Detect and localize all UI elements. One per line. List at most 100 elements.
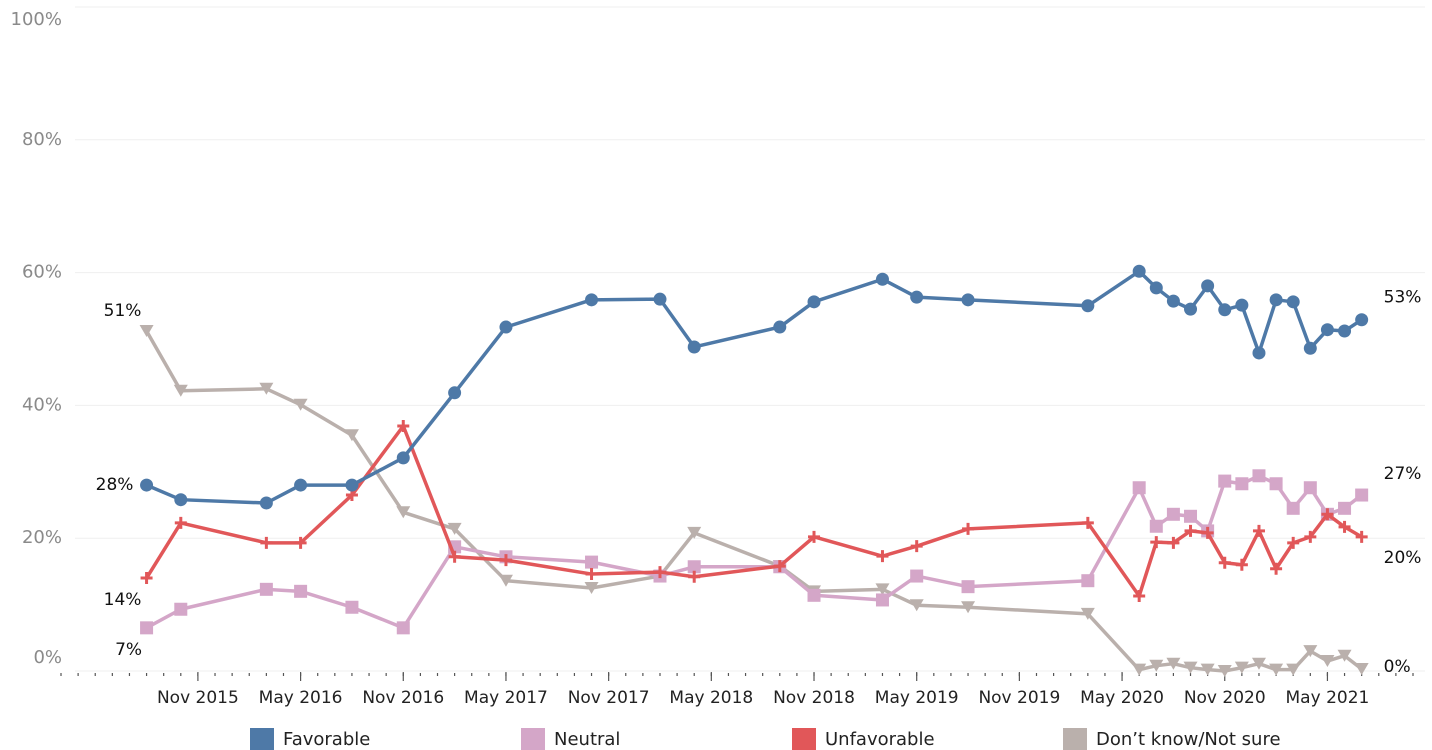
y-tick-label: 20% [22,527,62,548]
marker [397,419,410,432]
marker [174,516,187,529]
marker [1337,649,1352,662]
marker [396,621,410,635]
marker [1286,501,1300,515]
marker [1184,509,1198,523]
marker [498,574,513,587]
marker [1286,295,1300,309]
legend-swatch [1063,728,1087,750]
marker [294,584,308,598]
data-label: 51% [104,301,142,321]
marker [1355,313,1369,327]
marker [260,536,273,549]
x-tick-label: Nov 2015 [157,688,239,708]
marker [653,566,666,579]
marker [1166,294,1180,308]
series [139,325,1369,677]
marker [1269,293,1283,307]
marker [1287,536,1300,549]
marker [1149,519,1163,533]
marker [139,325,154,338]
marker [1286,663,1301,676]
marker [396,451,410,465]
marker [140,572,153,585]
marker [687,340,701,354]
marker [396,506,411,519]
marker [773,320,787,334]
marker [1251,657,1266,670]
marker [499,554,512,567]
marker [961,293,975,307]
marker [875,272,889,286]
marker [688,570,701,583]
legend-label: Neutral [554,729,620,750]
marker [1320,323,1334,337]
marker [585,555,599,569]
marker [1354,663,1369,676]
marker [1167,536,1180,549]
marker [259,496,273,510]
marker [808,530,821,543]
marker [173,384,188,397]
marker [1252,469,1266,483]
marker [1218,303,1232,317]
marker [687,526,702,539]
y-tick-label: 40% [22,394,62,415]
marker [910,290,924,304]
data-label: 28% [96,475,134,495]
data-label: 14% [104,590,142,610]
marker [140,478,154,492]
marker [875,583,890,596]
x-tick-label: May 2017 [464,688,548,708]
marker [1303,645,1318,658]
marker [1133,589,1146,602]
data-label: 7% [115,640,142,660]
line [145,330,1363,673]
legend-swatch [792,728,816,750]
marker [1201,279,1215,293]
series [140,469,1369,635]
line [145,269,1363,505]
y-tick-label: 100% [11,9,62,30]
marker [1217,665,1232,677]
data-label: 0% [1384,657,1411,677]
marker [876,550,889,563]
marker [1303,481,1317,495]
marker [1304,530,1317,543]
marker [294,478,308,492]
x-tick-label: Nov 2019 [978,688,1060,708]
marker [259,382,274,395]
marker [1201,526,1214,539]
marker [499,320,513,334]
line [145,474,1363,630]
x-tick-label: May 2020 [1080,688,1164,708]
marker [344,429,359,442]
marker [1338,501,1352,515]
marker [1269,477,1283,491]
marker [1269,663,1284,676]
marker [875,593,889,607]
y-tick-label: 0% [33,647,62,668]
legend-swatch [250,728,274,750]
marker [1132,481,1146,495]
x-tick-label: Nov 2018 [773,688,855,708]
marker [1149,659,1164,672]
marker [345,600,359,614]
legend-swatch [521,728,545,750]
marker [345,478,359,492]
x-tick-label: May 2016 [259,688,343,708]
marker [585,568,598,581]
marker [1166,507,1180,521]
marker [1149,281,1163,295]
marker [1355,488,1369,502]
marker [1132,264,1146,278]
marker [1184,302,1198,316]
marker [807,588,821,602]
marker [1303,341,1317,355]
marker [294,536,307,549]
marker [1183,661,1198,674]
data-label: 53% [1384,288,1422,308]
marker [1252,524,1265,537]
marker [910,569,924,583]
marker [1338,324,1352,338]
